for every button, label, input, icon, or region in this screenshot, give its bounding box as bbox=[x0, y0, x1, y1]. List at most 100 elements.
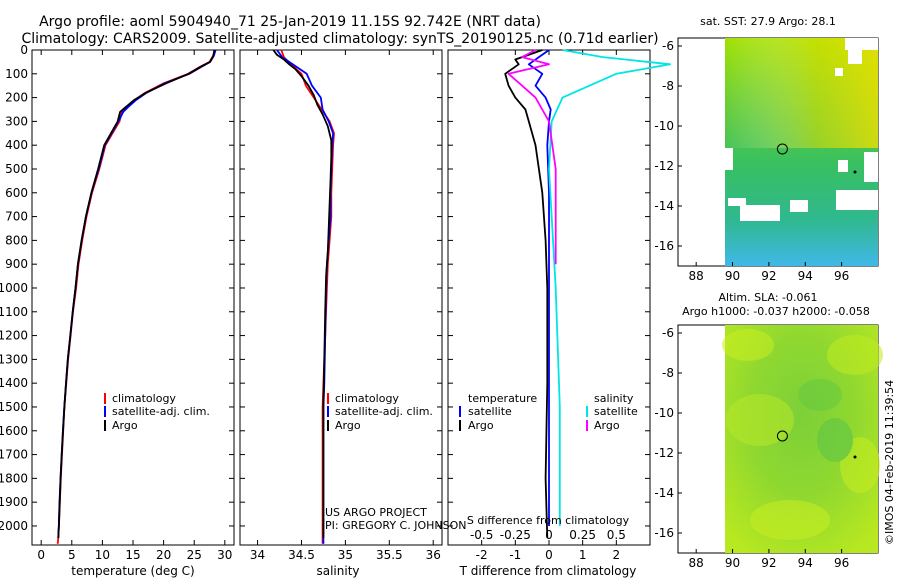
difference-depth-ticks bbox=[448, 49, 650, 527]
depth-tick-label: 1400 bbox=[0, 376, 28, 390]
depth-tick-label: 1700 bbox=[0, 448, 28, 462]
x-tick-label: -1 bbox=[509, 548, 521, 562]
legend-label-s-satellite: satellite bbox=[594, 405, 638, 418]
s-difference-x-axis: -0.5 -0.25 0 0.25 0.5 bbox=[470, 528, 626, 542]
legend-title-salinity: salinity bbox=[594, 392, 634, 405]
series-satellite-adj-clim- bbox=[276, 49, 335, 544]
project-label: US ARGO PROJECT bbox=[325, 506, 427, 519]
s-diff-tick-label: -0.5 bbox=[470, 528, 493, 542]
x-tick-label: 2 bbox=[613, 548, 621, 562]
temperature-legend: climatology satellite-adj. clim. Argo bbox=[104, 392, 210, 432]
salinity-depth-ticks bbox=[240, 49, 442, 527]
lat-tick-label: -16 bbox=[654, 239, 674, 253]
depth-axis: 0 100 200 300 400 500 600 700 800 900 1000 1100 1200… bbox=[0, 43, 234, 533]
legend-label-climatology: climatology bbox=[112, 392, 176, 405]
depth-tick-label: 100 bbox=[5, 67, 28, 81]
x-tick-label: 0 bbox=[37, 548, 45, 562]
s-diff-tick-label: 0.25 bbox=[569, 528, 596, 542]
lon-tick-label: 88 bbox=[689, 269, 704, 283]
depth-tick-label: 200 bbox=[5, 91, 28, 105]
series-s-satellite bbox=[548, 49, 672, 526]
salinity-plot-frame bbox=[239, 49, 443, 546]
sst-map-panel: sat. SST: 27.9 Argo: 28.1 88 90 92 94 96 -6 -8… bbox=[654, 15, 879, 283]
float-dot bbox=[853, 455, 857, 459]
s-difference-label: S difference from climatology bbox=[467, 514, 630, 527]
temperature-x-label: temperature (deg C) bbox=[71, 564, 194, 578]
legend-label-argo: Argo bbox=[112, 419, 138, 432]
x-tick-label: 30 bbox=[217, 548, 232, 562]
depth-tick-label: 400 bbox=[5, 138, 28, 152]
lon-tick-label: 90 bbox=[725, 556, 740, 570]
series-s-argo bbox=[507, 49, 557, 265]
lat-tick-label: -16 bbox=[654, 526, 674, 540]
sst-map-axes: 88 90 92 94 96 -6 -8 -10 -12 -14 -16 bbox=[654, 39, 849, 283]
s-diff-tick-label: 0.5 bbox=[607, 528, 626, 542]
salinity-legend: climatology satellite-adj. clim. Argo bbox=[327, 392, 433, 432]
x-tick-label: 34 bbox=[250, 548, 265, 562]
lat-tick-label: -10 bbox=[654, 406, 674, 420]
t-difference-x-axis: -2 -1 0 1 2 bbox=[476, 50, 620, 562]
sst-cloud-mask bbox=[725, 38, 878, 221]
depth-tick-label: 1900 bbox=[0, 495, 28, 509]
depth-tick-label: 1100 bbox=[0, 305, 28, 319]
depth-tick-label: 1500 bbox=[0, 400, 28, 414]
sla-map-subtitle: Argo h1000: -0.037 h2000: -0.058 bbox=[682, 305, 870, 318]
salinity-x-axis: 34 34.5 35 35.5 36 bbox=[250, 50, 441, 562]
s-diff-tick-label: -0.25 bbox=[500, 528, 531, 542]
lat-tick-label: -14 bbox=[654, 486, 674, 500]
series-t-argo bbox=[504, 49, 549, 538]
temperature-series bbox=[56, 49, 217, 544]
imos-timestamp: ©IMOS 04-Feb-2019 11:39:54 bbox=[883, 380, 896, 545]
depth-tick-label: 0 bbox=[20, 43, 28, 57]
sla-map-axes: 88 90 92 94 96 -6 -8 -10 -12 -14 -16 bbox=[654, 326, 849, 570]
series-argo bbox=[57, 49, 216, 538]
legend-label-argo: Argo bbox=[335, 419, 361, 432]
lat-tick-label: -12 bbox=[654, 446, 674, 460]
depth-tick-label: 2000 bbox=[0, 519, 28, 533]
sla-patches bbox=[722, 329, 883, 540]
legend-title-temperature: temperature bbox=[468, 392, 537, 405]
salinity-x-label: salinity bbox=[316, 564, 359, 578]
lat-tick-label: -14 bbox=[654, 199, 674, 213]
lon-tick-label: 94 bbox=[798, 269, 813, 283]
lat-tick-label: -6 bbox=[662, 39, 674, 53]
depth-tick-label: 600 bbox=[5, 186, 28, 200]
depth-tick-label: 500 bbox=[5, 162, 28, 176]
x-tick-label: 36 bbox=[426, 548, 441, 562]
sst-map-title: sat. SST: 27.9 Argo: 28.1 bbox=[700, 15, 836, 28]
difference-series bbox=[504, 49, 672, 538]
depth-tick-label: 1800 bbox=[0, 471, 28, 485]
lon-tick-label: 96 bbox=[834, 269, 849, 283]
depth-tick-label: 300 bbox=[5, 114, 28, 128]
title-line-1: Argo profile: aoml 5904940_71 25-Jan-201… bbox=[39, 14, 541, 30]
lon-tick-label: 94 bbox=[798, 556, 813, 570]
legend-label-satellite: satellite-adj. clim. bbox=[335, 405, 433, 418]
legend-label-s-argo: Argo bbox=[594, 419, 620, 432]
argo-position-marker bbox=[776, 143, 788, 155]
legend-label-climatology: climatology bbox=[335, 392, 399, 405]
depth-tick-label: 900 bbox=[5, 257, 28, 271]
depth-tick-label: 700 bbox=[5, 210, 28, 224]
lon-tick-label: 88 bbox=[689, 556, 704, 570]
lat-tick-label: -12 bbox=[654, 159, 674, 173]
x-tick-label: 0 bbox=[545, 548, 553, 562]
x-tick-label: 20 bbox=[156, 548, 171, 562]
pi-label: PI: GREGORY C. JOHNSON bbox=[325, 519, 466, 532]
lat-tick-label: -10 bbox=[654, 119, 674, 133]
depth-tick-label: 800 bbox=[5, 233, 28, 247]
lat-tick-label: -6 bbox=[662, 326, 674, 340]
series-satellite-adj-clim- bbox=[57, 49, 217, 538]
t-difference-x-label: T difference from climatology bbox=[459, 564, 637, 578]
temperature-x-axis: 0 5 10 15 20 25 30 bbox=[37, 50, 232, 562]
legend-label-t-satellite: satellite bbox=[468, 405, 512, 418]
argo-position-marker bbox=[776, 430, 788, 442]
lon-tick-label: 92 bbox=[761, 556, 776, 570]
series-argo bbox=[272, 49, 333, 538]
x-tick-label: 15 bbox=[125, 548, 140, 562]
temperature-panel: 0100200300400500600700800900100011001200… bbox=[0, 43, 235, 578]
x-tick-label: 5 bbox=[68, 548, 76, 562]
series-t-satellite bbox=[527, 49, 552, 526]
legend-label-t-argo: Argo bbox=[468, 419, 494, 432]
series-climatology bbox=[56, 49, 216, 544]
